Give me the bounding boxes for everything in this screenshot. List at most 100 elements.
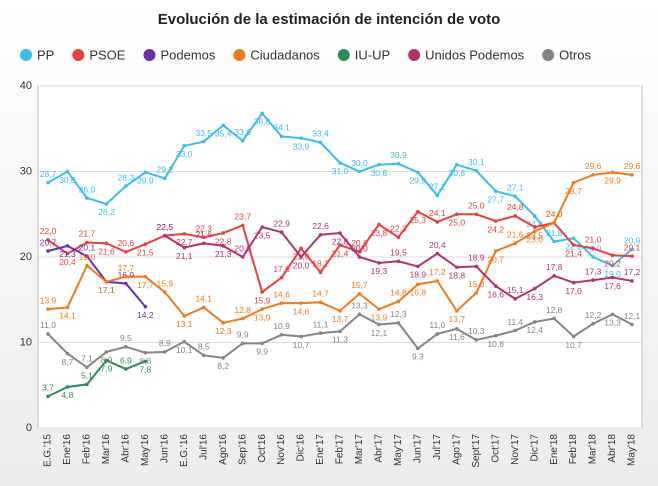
data-point xyxy=(163,176,167,181)
data-label: 17,6 xyxy=(604,281,621,291)
data-label: 21,1 xyxy=(176,251,193,261)
data-point xyxy=(455,327,459,331)
data-point xyxy=(260,111,264,116)
data-point xyxy=(85,365,89,370)
data-point xyxy=(46,180,50,185)
data-label: 26,2 xyxy=(98,207,115,217)
data-point xyxy=(435,193,440,198)
data-point xyxy=(435,220,440,224)
data-label: 5,1 xyxy=(81,371,93,381)
x-tick-label: Abr'18 xyxy=(607,434,618,463)
data-point xyxy=(46,332,50,336)
data-label: 20,4 xyxy=(429,240,446,250)
data-point xyxy=(571,236,576,240)
data-label: 24,8 xyxy=(526,219,543,229)
data-point xyxy=(182,339,187,344)
data-point xyxy=(396,321,401,325)
y-tick-label: 10 xyxy=(20,336,32,348)
x-tick-label: May'16 xyxy=(140,434,151,466)
data-point xyxy=(630,322,634,327)
data-label: 25,3 xyxy=(410,215,427,225)
x-tick-label: May'18 xyxy=(627,434,638,466)
data-label: 11,0 xyxy=(40,320,56,330)
x-tick-label: Jul'17 xyxy=(432,434,443,460)
data-label: 10,9 xyxy=(273,321,290,331)
x-tick-label: Oct'16 xyxy=(257,434,268,463)
data-point xyxy=(610,263,615,268)
data-label: 23,8 xyxy=(371,228,388,238)
data-label: 15,1 xyxy=(507,285,524,295)
data-point xyxy=(221,356,225,360)
series-line xyxy=(47,244,147,308)
data-label: 15,8 xyxy=(468,279,485,289)
data-point xyxy=(85,263,89,268)
data-label: 12,8 xyxy=(546,305,563,315)
x-tick-label: Jun'16 xyxy=(159,434,170,464)
data-label: 21,6 xyxy=(507,230,524,240)
data-point xyxy=(85,196,89,200)
x-tick-label: Ene'17 xyxy=(315,434,326,465)
data-point xyxy=(201,241,206,246)
data-label: 21,4 xyxy=(332,248,349,258)
data-label: 20,0 xyxy=(234,243,251,253)
x-tick-label: Oct'17 xyxy=(490,434,501,463)
data-point xyxy=(513,328,517,333)
data-point xyxy=(435,332,440,336)
data-label: 12,3 xyxy=(215,326,232,336)
data-point xyxy=(65,251,70,256)
data-point xyxy=(279,230,284,235)
data-label: 30,8 xyxy=(449,168,466,178)
data-point xyxy=(357,312,362,317)
data-label: 16,9 xyxy=(118,270,135,280)
data-label: 29,6 xyxy=(624,161,641,171)
legend-marker xyxy=(233,49,246,61)
data-label: 15,9 xyxy=(157,278,174,288)
data-label: 9,5 xyxy=(120,333,132,343)
data-point xyxy=(474,338,479,342)
data-point xyxy=(46,394,50,399)
data-label: 6,9 xyxy=(120,355,132,365)
x-tick-label: Jun'17 xyxy=(413,434,424,464)
data-label: 24,0 xyxy=(546,209,563,219)
data-point xyxy=(182,314,187,318)
data-label: 20,7 xyxy=(40,237,57,247)
data-label: 10,8 xyxy=(487,339,504,349)
data-label: 13,3 xyxy=(604,318,621,328)
data-point xyxy=(221,321,225,325)
data-label: 24,8 xyxy=(507,202,524,212)
data-label: 12,8 xyxy=(234,305,251,315)
data-label: 14,6 xyxy=(273,289,290,299)
data-point xyxy=(377,307,381,311)
legend-label: IU-UP xyxy=(355,47,390,62)
data-label: 11,1 xyxy=(313,319,329,329)
data-label: 8,5 xyxy=(198,342,210,352)
y-tick-label: 20 xyxy=(20,251,32,263)
data-point xyxy=(65,244,70,248)
data-point xyxy=(396,235,401,240)
data-label: 19,5 xyxy=(390,248,407,258)
data-label: 8,9 xyxy=(100,355,112,365)
data-label: 30,0 xyxy=(59,175,76,185)
data-point xyxy=(416,209,420,214)
data-point xyxy=(610,312,615,317)
data-point xyxy=(591,255,595,259)
x-tick-label: Dic'17 xyxy=(529,434,540,462)
data-point xyxy=(104,358,109,363)
data-label: 24,0 xyxy=(546,209,563,219)
data-point xyxy=(338,161,342,165)
data-label: 9,9 xyxy=(256,347,268,357)
data-label: 23,5 xyxy=(526,230,543,240)
x-tick-label: Abr'16 xyxy=(121,434,132,463)
data-label: 22,0 xyxy=(40,226,57,236)
data-label: 27,1 xyxy=(507,183,524,193)
data-label: 13,9 xyxy=(40,295,57,305)
data-label: 17,0 xyxy=(565,286,582,296)
data-point xyxy=(493,333,498,338)
data-point xyxy=(610,170,615,175)
data-label: 21,8 xyxy=(546,228,563,238)
legend-label: PP xyxy=(37,47,54,62)
data-label: 21,3 xyxy=(59,249,76,259)
data-point xyxy=(201,139,206,144)
data-point xyxy=(377,162,381,167)
data-label: 33,4 xyxy=(312,129,329,139)
